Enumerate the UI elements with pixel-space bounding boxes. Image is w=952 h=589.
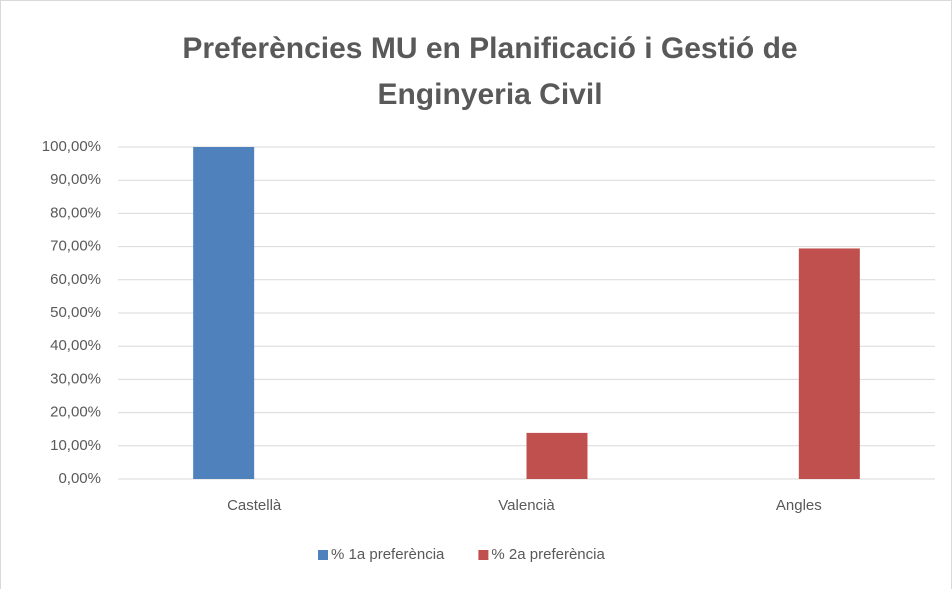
x-tick-label: Angles [776,497,822,514]
bar [798,248,860,479]
y-tick-label: 100,00% [42,138,101,155]
legend-swatch [318,550,328,560]
y-tick-label: 40,00% [50,337,101,354]
y-tick-label: 20,00% [50,404,101,421]
y-tick-label: 50,00% [50,304,101,321]
y-tick-label: 30,00% [50,370,101,387]
x-tick-label: Valencià [498,497,555,514]
y-tick-label: 60,00% [50,271,101,288]
legend-label: % 1a preferència [331,546,445,563]
x-tick-label: Castellà [227,497,282,514]
y-tick-label: 80,00% [50,204,101,221]
bar [193,147,255,479]
y-tick-label: 10,00% [50,437,101,454]
y-tick-label: 0,00% [58,470,101,487]
y-tick-label: 90,00% [50,171,101,188]
chart-title: Preferències MU en Planificació i Gestió… [182,32,797,65]
chart-title: Enginyeria Civil [377,78,602,111]
bar [526,432,588,479]
y-tick-label: 70,00% [50,238,101,255]
legend-swatch [478,550,489,560]
legend-label: % 2a preferència [491,546,605,563]
